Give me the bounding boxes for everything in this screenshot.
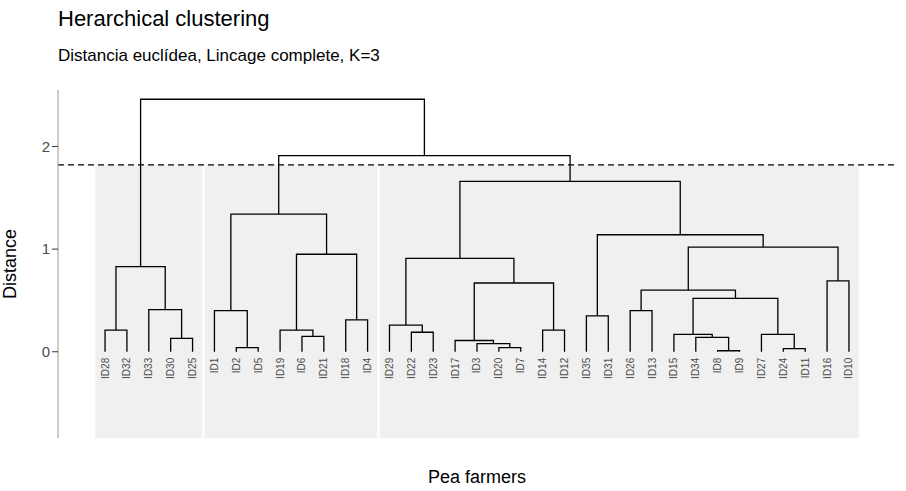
- svg-text:ID17: ID17: [450, 357, 461, 379]
- svg-text:ID33: ID33: [143, 357, 154, 379]
- html-text:Distancia euclídea, Lincage co: Distancia euclídea, Lincage complete, K=…: [58, 46, 380, 65]
- svg-text:2: 2: [42, 138, 50, 155]
- svg-text:ID26: ID26: [625, 357, 636, 379]
- svg-text:ID2: ID2: [231, 357, 242, 373]
- svg-text:ID15: ID15: [668, 357, 679, 379]
- svg-text:ID18: ID18: [340, 357, 351, 379]
- svg-text:ID23: ID23: [428, 357, 439, 379]
- svg-text:ID22: ID22: [406, 357, 417, 379]
- svg-text:ID1: ID1: [209, 357, 220, 373]
- svg-text:Pea farmers: Pea farmers: [428, 467, 526, 487]
- svg-text:ID4: ID4: [362, 357, 373, 373]
- svg-text:ID28: ID28: [100, 357, 111, 379]
- svg-text:ID7: ID7: [515, 357, 526, 373]
- svg-text:ID11: ID11: [800, 357, 811, 378]
- html-text:Herarchical clustering: Herarchical clustering: [58, 6, 270, 31]
- svg-text:ID5: ID5: [253, 357, 264, 373]
- svg-text:ID27: ID27: [756, 357, 767, 379]
- svg-text:ID8: ID8: [712, 357, 723, 373]
- svg-text:ID12: ID12: [559, 357, 570, 379]
- svg-text:ID10: ID10: [843, 357, 854, 379]
- svg-text:ID29: ID29: [384, 357, 395, 379]
- svg-text:ID30: ID30: [165, 357, 176, 379]
- svg-text:ID9: ID9: [734, 357, 745, 373]
- svg-text:ID16: ID16: [822, 357, 833, 379]
- svg-text:ID19: ID19: [275, 357, 286, 379]
- svg-text:ID34: ID34: [690, 357, 701, 379]
- svg-text:ID35: ID35: [581, 357, 592, 379]
- svg-text:ID32: ID32: [121, 357, 132, 379]
- svg-text:ID25: ID25: [187, 357, 198, 379]
- svg-text:ID20: ID20: [493, 357, 504, 379]
- svg-text:ID6: ID6: [296, 357, 307, 373]
- svg-text:Distance: Distance: [8, 229, 20, 299]
- svg-text:0: 0: [42, 343, 50, 360]
- svg-text:ID21: ID21: [318, 357, 329, 379]
- svg-text:ID31: ID31: [603, 357, 614, 379]
- svg-text:ID24: ID24: [778, 357, 789, 379]
- svg-text:ID3: ID3: [472, 357, 483, 373]
- svg-text:1: 1: [42, 240, 50, 257]
- svg-text:ID14: ID14: [537, 357, 548, 379]
- svg-text:ID13: ID13: [647, 357, 658, 379]
